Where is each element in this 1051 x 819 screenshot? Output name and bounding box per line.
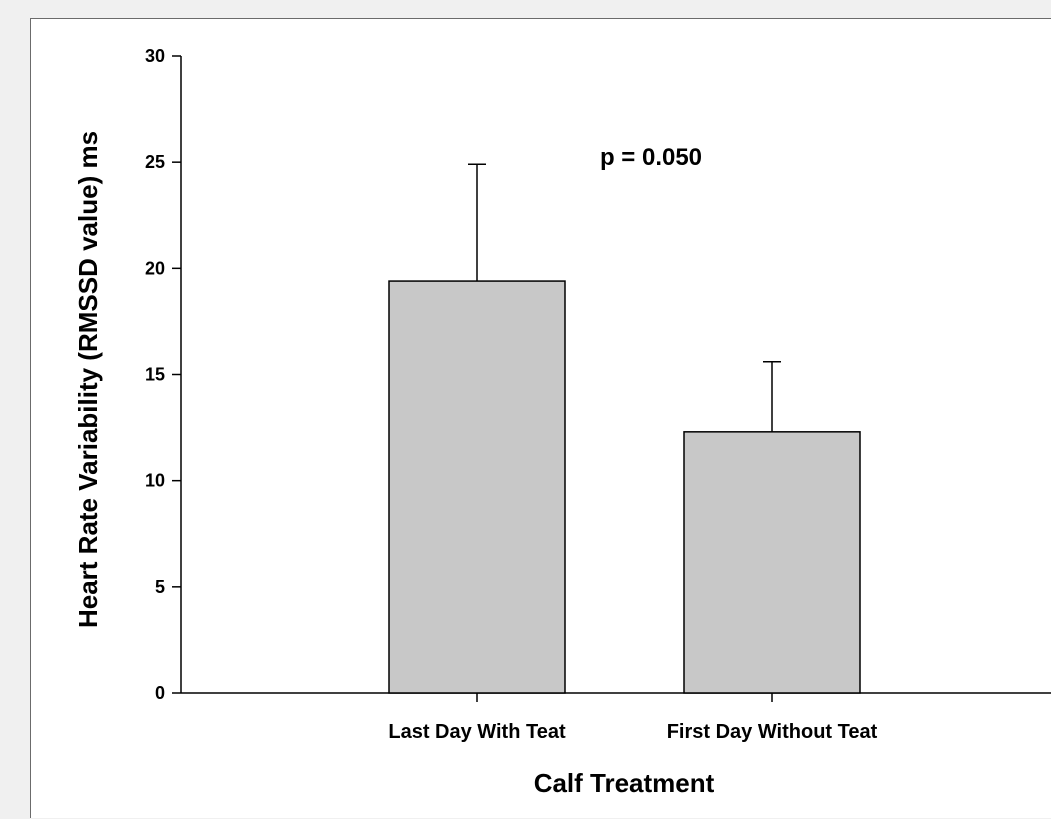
bar xyxy=(388,280,566,694)
x-category-label: Last Day With Teat xyxy=(388,721,566,743)
x-categories: Last Day With Teat First Day Without Teat xyxy=(388,693,878,743)
y-tick-label: 0 xyxy=(155,683,165,703)
p-value-annotation: p = 0.050 xyxy=(600,144,702,171)
x-axis-title: Calf Treatment xyxy=(534,768,715,798)
y-tick-label: 15 xyxy=(145,365,165,385)
y-ticks: 0 5 10 15 20 25 30 xyxy=(145,46,181,703)
bar xyxy=(683,431,861,694)
bars xyxy=(388,163,861,694)
y-axis-title: Heart Rate Variability (RMSSD value) ms xyxy=(73,131,103,628)
chart-frame: 0 5 10 15 20 25 30 Last Day With Teat First Day… xyxy=(30,18,1051,818)
y-tick-label: 25 xyxy=(145,152,165,172)
y-tick-label: 20 xyxy=(145,258,165,278)
y-tick-label: 10 xyxy=(145,471,165,491)
x-category-label: First Day Without Teat xyxy=(667,721,878,743)
bar-chart: 0 5 10 15 20 25 30 Last Day With Teat First Day… xyxy=(73,46,1051,798)
y-tick-label: 30 xyxy=(145,46,165,66)
y-tick-label: 5 xyxy=(155,577,165,597)
